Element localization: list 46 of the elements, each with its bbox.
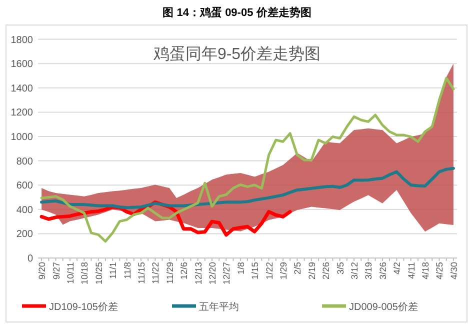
x-tick-label: 3/5 [335,262,346,275]
y-tick-label: 1800 [10,34,34,46]
y-tick-label: 0 [27,254,34,264]
y-tick-label: 200 [16,229,34,240]
x-tick-label: 4/30 [448,262,459,280]
x-tick-label: 11/8 [122,262,132,279]
x-tick-label: 1/15 [250,262,260,280]
x-tick-label: 12/20 [207,262,218,285]
y-tick-label: 800 [16,156,34,168]
x-tick-label: 11/29 [164,262,175,284]
chart-subtitle: 鸡蛋同年9-5价差走势图 [152,45,321,63]
x-tick-label: 11/22 [150,262,161,284]
y-tick-label: 600 [16,180,34,192]
x-tick-label: 4/11 [406,262,416,279]
x-tick-label: 4/25 [434,262,445,280]
x-tick-label: 9/27 [51,262,62,280]
y-tick-label: 1200 [10,108,34,119]
x-tick-label: 12/6 [179,262,190,280]
x-tick-label: 1/8 [236,262,246,275]
x-tick-label: 1/22 [264,262,274,280]
x-tick-label: 9/20 [37,262,48,280]
x-tick-label: 2/5 [292,262,303,275]
x-tick-label: 11/1 [108,262,118,279]
y-tick-label: 400 [16,204,34,216]
line-series [40,166,455,210]
x-tick-label: 11/15 [136,262,146,284]
y-tick-label: 1600 [10,59,34,70]
x-tick-label: 10/25 [94,262,104,285]
legend-label: JD109-105价差 [49,301,118,313]
x-tick-label: 12/27 [222,262,232,285]
x-tick-label: 2/19 [306,262,317,280]
x-tick-label: 4/18 [420,262,431,280]
x-tick-label: 10/11 [65,262,76,284]
x-tick-label: 4/2 [392,262,402,275]
x-tick-label: 3/26 [378,262,388,280]
y-tick-label: 1000 [10,132,34,143]
x-tick-label: 3/12 [350,262,360,280]
x-tick-label: 2/26 [321,262,332,280]
legend-label: 五年平均 [199,301,239,313]
x-tick-label: 1/29 [278,262,289,280]
y-tick-label: 1400 [10,83,34,94]
chart-title: 图 14：鸡蛋 09-05 价差走势图 [162,6,312,19]
legend-label: JD009-005价差 [349,301,418,313]
x-tick-label: 10/18 [80,262,90,285]
x-tick-label: 12/13 [193,262,204,285]
x-tick-label: 3/19 [364,262,374,280]
